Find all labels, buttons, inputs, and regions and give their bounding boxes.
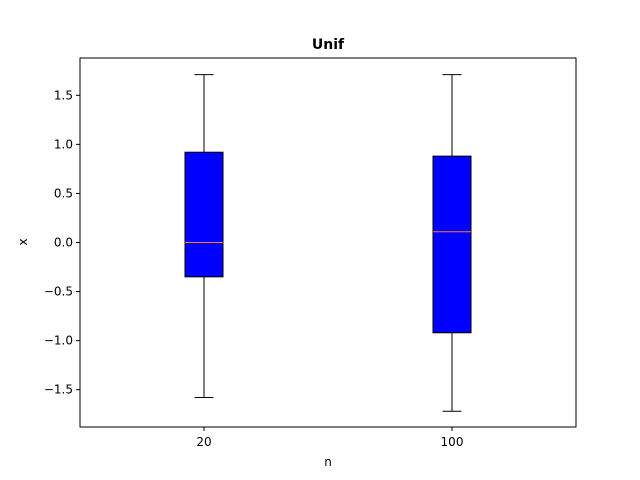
y-tick-label: −1.5 [44, 383, 73, 397]
plot-frame [79, 57, 577, 428]
x-axis: 20 100 [196, 427, 463, 449]
box-body [432, 155, 472, 334]
y-axis: −1.5 −1.0 −0.5 0.0 0.5 1.0 1.5 [44, 88, 80, 397]
y-tick-label: 0.0 [54, 236, 73, 250]
box-group-100 [432, 74, 472, 412]
box-group-20 [184, 74, 224, 399]
x-tick-label: 100 [441, 435, 464, 449]
x-axis-label: n [324, 455, 332, 469]
y-tick-label: −1.0 [44, 334, 73, 348]
y-axis-label: x [16, 238, 30, 245]
y-tick-label: 1.0 [54, 137, 73, 151]
chart-title: Unif [312, 37, 345, 53]
plot-layer [184, 74, 472, 412]
y-tick-label: 0.5 [54, 186, 73, 200]
y-tick-label: 1.5 [54, 88, 73, 102]
y-tick-label: −0.5 [44, 285, 73, 299]
box-body [184, 151, 224, 278]
x-tick-label: 20 [196, 435, 211, 449]
